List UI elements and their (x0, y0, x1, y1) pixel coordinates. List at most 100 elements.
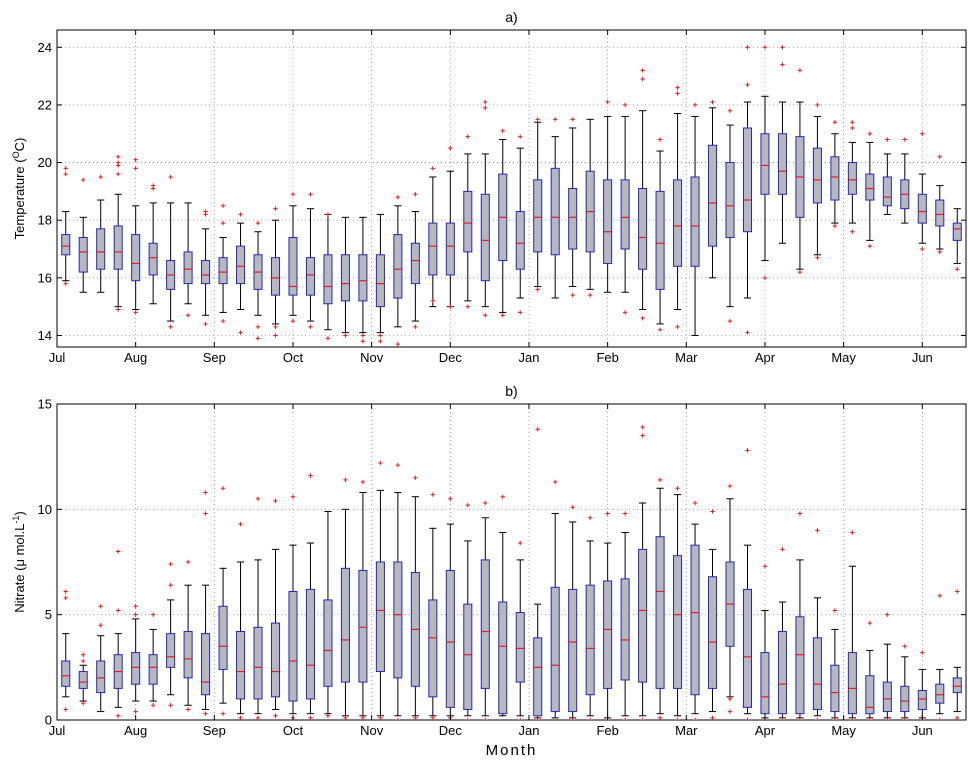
outlier-marker (745, 82, 750, 87)
iqr-box (270, 257, 281, 296)
outlier-marker (955, 589, 960, 594)
outlier-marker (570, 505, 575, 510)
outlier-marker (535, 117, 540, 122)
y-tick-label: 16 (38, 270, 52, 285)
x-tick-label-jan: Jan (518, 350, 539, 365)
outlier-marker (587, 292, 593, 298)
outlier-marker (570, 292, 575, 298)
iqr-box (812, 147, 822, 204)
box-week-47.5 (882, 137, 892, 215)
box-week-4.5 (131, 157, 141, 315)
iqr-box (78, 671, 88, 689)
y-tick-label: 15 (38, 397, 52, 412)
x-tick-label-oct: Oct (283, 723, 304, 738)
iqr-box (725, 162, 735, 238)
box-week-29.5 (568, 505, 578, 720)
outlier-marker (203, 209, 208, 214)
outlier-marker (850, 125, 855, 131)
outlier-marker (867, 620, 873, 626)
box-week-5.5 (148, 183, 158, 305)
outlier-marker (727, 483, 733, 489)
outlier-marker (675, 91, 680, 96)
outlier-marker (815, 255, 820, 260)
outlier-marker (360, 479, 366, 485)
outlier-marker (727, 318, 733, 324)
box-week-11.5 (253, 496, 263, 720)
outlier-marker (692, 500, 698, 506)
box-week-45.5 (847, 530, 857, 720)
iqr-box (148, 654, 158, 685)
outlier-marker (448, 496, 453, 501)
outlier-marker (483, 500, 488, 506)
box-week-26.5 (515, 540, 525, 720)
x-tick-label-jul: Jul (49, 350, 66, 365)
iqr-box (410, 242, 420, 285)
outlier-marker (273, 333, 278, 338)
outlier-marker (63, 166, 68, 171)
iqr-box (323, 254, 333, 305)
outlier-marker (605, 99, 610, 105)
box-week-32.5 (620, 102, 630, 315)
iqr-box (603, 179, 613, 264)
outlier-marker (710, 509, 715, 514)
outlier-marker (640, 424, 645, 430)
iqr-box (375, 561, 385, 673)
box-week-50.5 (935, 593, 945, 720)
box-week-1.5 (78, 652, 88, 706)
box-week-0.5 (61, 589, 71, 712)
outlier-marker (413, 324, 418, 330)
panel-b-nitrate: 0 5 10 15 Jul Aug Sep Oct Nov Dec Jan Feb Mar Apr May J… (11, 383, 967, 759)
x-tick-label-nov: Nov (360, 723, 384, 738)
box-week-46.5 (865, 131, 875, 249)
outlier-marker (81, 700, 86, 706)
outlier-marker (920, 246, 925, 252)
outlier-marker (587, 515, 593, 520)
iqr-box (935, 683, 945, 704)
outlier-marker (885, 717, 890, 720)
outlier-marker (325, 713, 331, 718)
outlier-marker (553, 117, 558, 122)
outlier-marker (745, 717, 750, 720)
outlier-marker (63, 281, 68, 286)
outlier-marker (63, 171, 68, 177)
outlier-marker (832, 608, 838, 613)
outlier-marker (360, 339, 366, 344)
y-tick-label: 14 (38, 328, 52, 343)
outlier-marker (797, 269, 803, 275)
box-week-22.5 (445, 496, 455, 720)
outlier-marker (657, 715, 663, 720)
outlier-marker (115, 608, 121, 613)
box-week-6.5 (166, 561, 176, 708)
outlier-marker (168, 582, 173, 588)
outlier-marker (483, 313, 488, 318)
outlier-marker (81, 652, 86, 657)
box-week-19.5 (393, 194, 403, 347)
outlier-marker (518, 310, 523, 315)
outlier-marker (920, 650, 925, 655)
outlier-marker (81, 658, 86, 664)
iqr-box (655, 536, 665, 689)
outlier-marker (273, 324, 278, 330)
iqr-box (131, 234, 141, 282)
iqr-box (515, 612, 525, 683)
box-week-23.5 (463, 134, 473, 309)
box-week-39.5 (742, 45, 753, 335)
y-axis-label-text: Nitrate (μ mol.L (12, 524, 27, 613)
y-axis-label-sup: -1 (11, 516, 21, 524)
outlier-marker (657, 137, 663, 142)
x-tick-label-dec: Dec (439, 350, 463, 365)
iqr-box (830, 156, 840, 201)
outlier-marker (518, 134, 523, 139)
iqr-box (358, 254, 368, 302)
outlier-marker (570, 717, 575, 720)
iqr-box (428, 599, 438, 698)
outlier-marker (115, 171, 121, 177)
outlier-marker (220, 203, 226, 208)
outlier-marker (168, 174, 173, 180)
iqr-box (760, 133, 770, 195)
box-week-15.5 (323, 510, 333, 718)
iqr-box (952, 222, 962, 241)
outlier-marker (185, 707, 191, 712)
outlier-marker (133, 612, 138, 617)
outlier-marker (378, 333, 383, 338)
